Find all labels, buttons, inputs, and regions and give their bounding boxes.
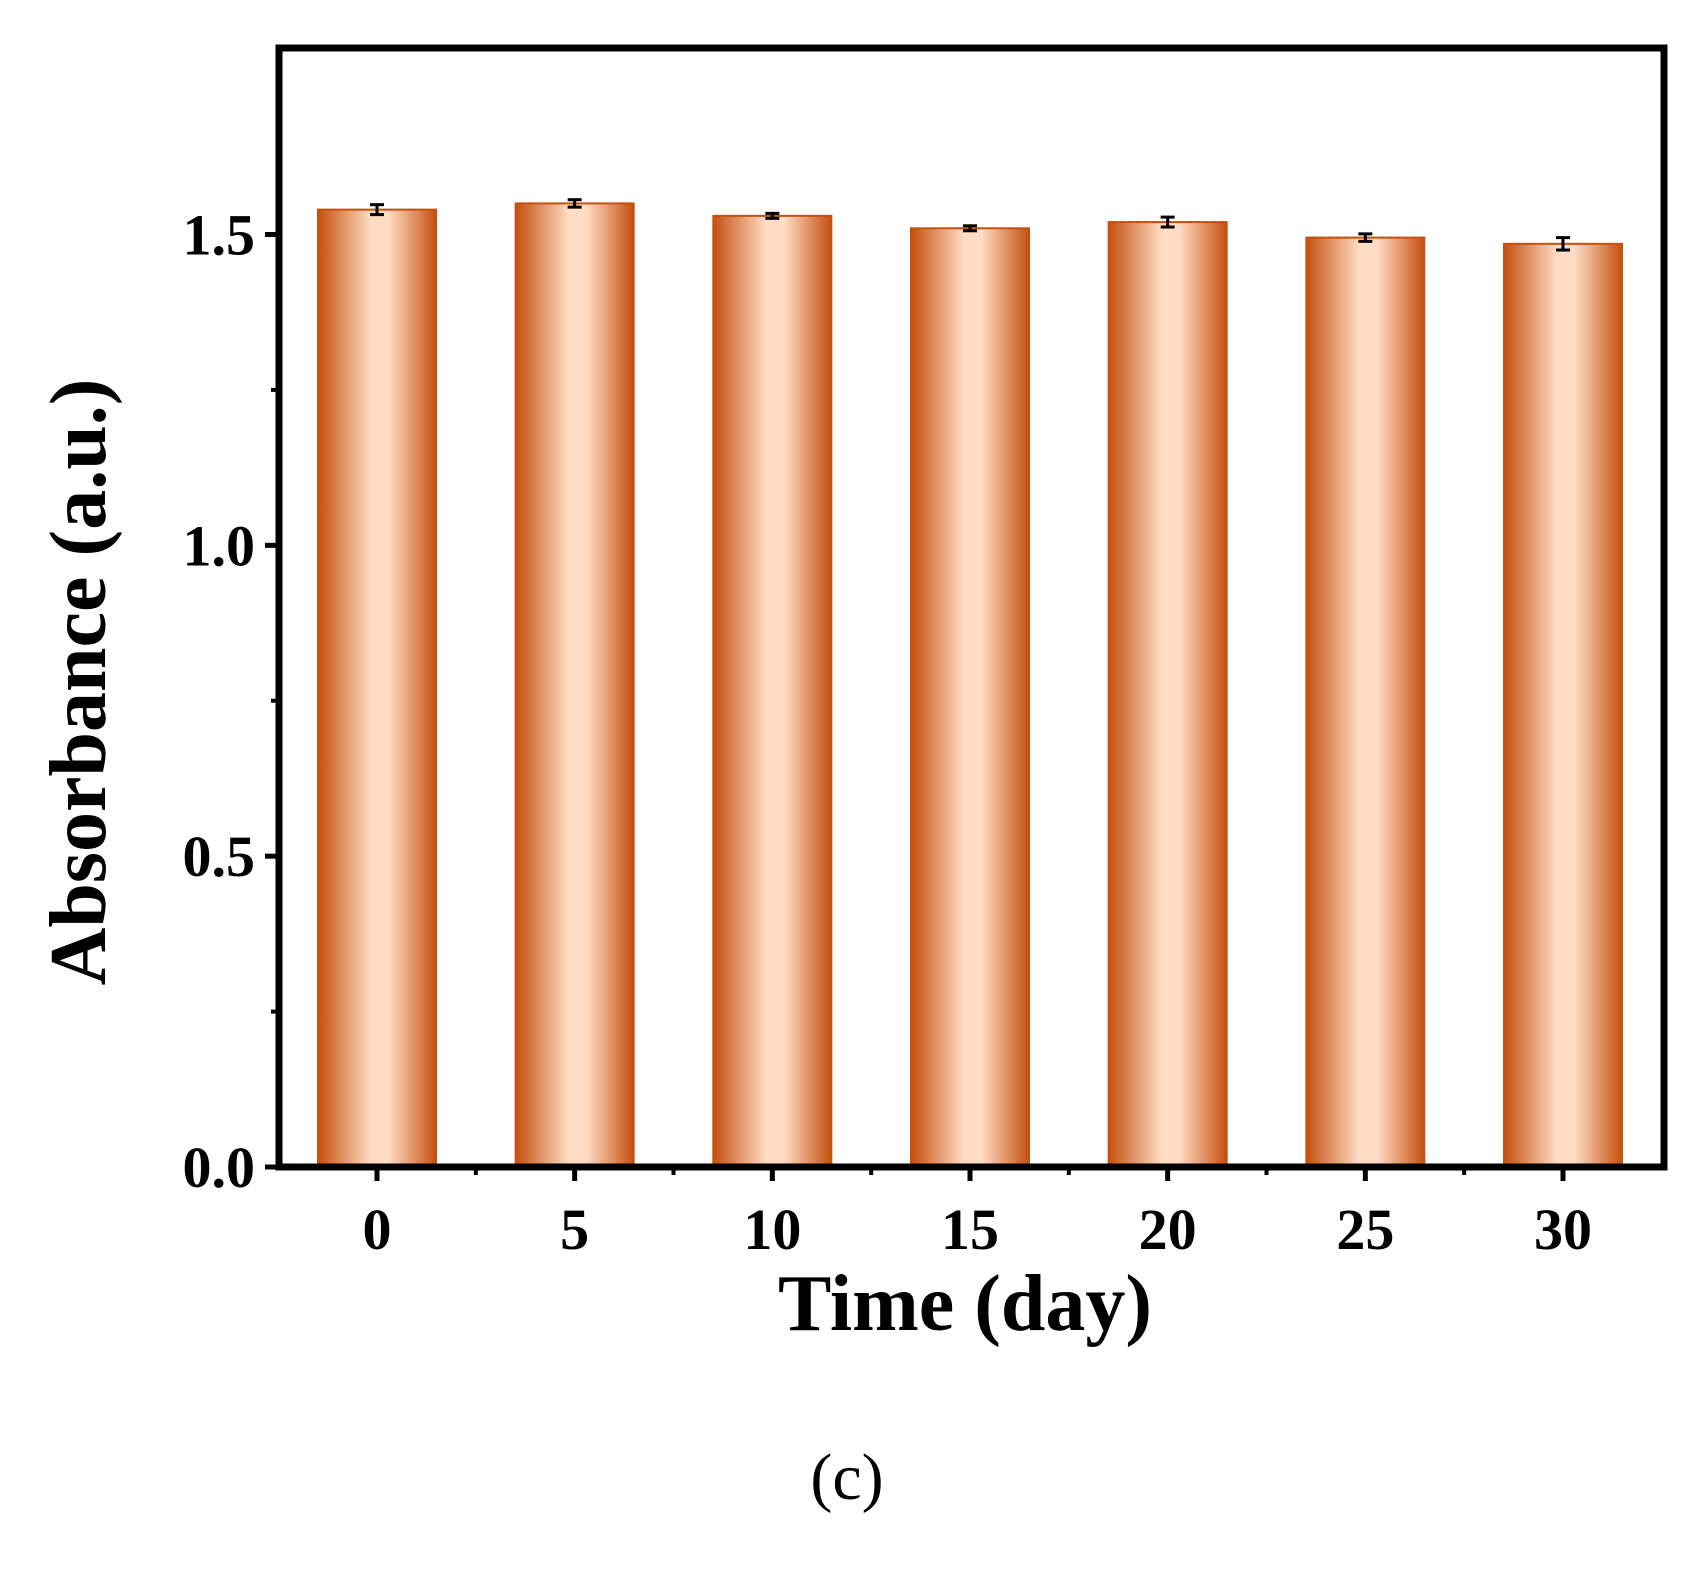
x-tick-label-15: 15 [941, 1197, 999, 1262]
error-bar-10 [765, 211, 780, 220]
bar-20 [1107, 221, 1228, 1169]
x-tick-label-30: 30 [1534, 1197, 1592, 1262]
x-axis-label: Time (day) [778, 1260, 1152, 1348]
bars-layer [317, 198, 1623, 1169]
y-tick-label-0.5: 0.5 [183, 824, 256, 889]
bar-25 [1305, 236, 1426, 1168]
y-tick-label-0.0: 0.0 [183, 1135, 256, 1200]
x-tick-label-20: 20 [1139, 1197, 1197, 1262]
error-bar-25 [1358, 232, 1373, 243]
error-bar-15 [963, 224, 977, 233]
bar-15 [910, 227, 1030, 1169]
x-tick-label-5: 5 [560, 1197, 589, 1262]
x-tick-label-10: 10 [743, 1197, 801, 1262]
error-bar-0 [370, 203, 384, 217]
y-tick-label-1.5: 1.5 [183, 203, 256, 268]
error-bar-20 [1160, 215, 1175, 229]
panel-label: (c) [810, 1441, 884, 1514]
bar-30 [1503, 242, 1623, 1168]
y-tick-label-1.0: 1.0 [183, 513, 256, 578]
error-bar-30 [1556, 236, 1570, 252]
bar-5 [514, 202, 635, 1168]
x-tick-label-0: 0 [363, 1197, 392, 1262]
bar-0 [317, 208, 437, 1168]
error-bar-5 [567, 198, 582, 209]
bar-10 [712, 214, 833, 1169]
x-tick-label-25: 25 [1336, 1197, 1394, 1262]
axes-layer: 0.0 0.5 1.0 1.5 0 5 10 15 20 25 30 [183, 44, 1668, 1262]
y-axis-label: Absorbance (a.u.) [35, 379, 123, 986]
